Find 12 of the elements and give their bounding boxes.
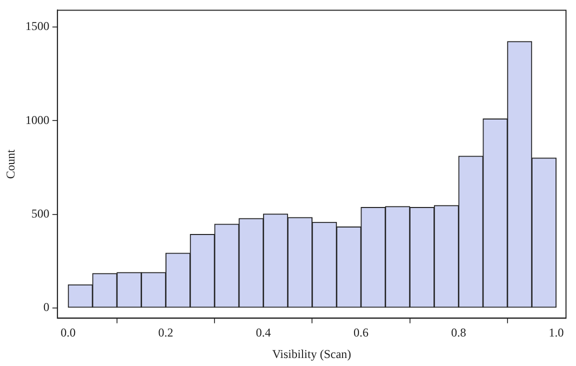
y-tick-label: 1500 [25, 19, 50, 34]
x-tick-label: 0.8 [451, 326, 466, 340]
y-tick-label: 0 [43, 300, 50, 314]
x-tick-label: 0.4 [256, 326, 271, 340]
y-tick-label: 500 [31, 206, 50, 220]
x-tick-label: 1.0 [548, 326, 564, 340]
x-tick-label: 0.0 [60, 326, 76, 340]
x-tick-label: 0.2 [158, 326, 174, 340]
y-axis-title: Count [3, 148, 18, 179]
y-tick-label: 1000 [25, 112, 50, 127]
x-axis-title: Visibility (Scan) [272, 346, 352, 361]
x-tick-label: 0.6 [354, 326, 368, 340]
